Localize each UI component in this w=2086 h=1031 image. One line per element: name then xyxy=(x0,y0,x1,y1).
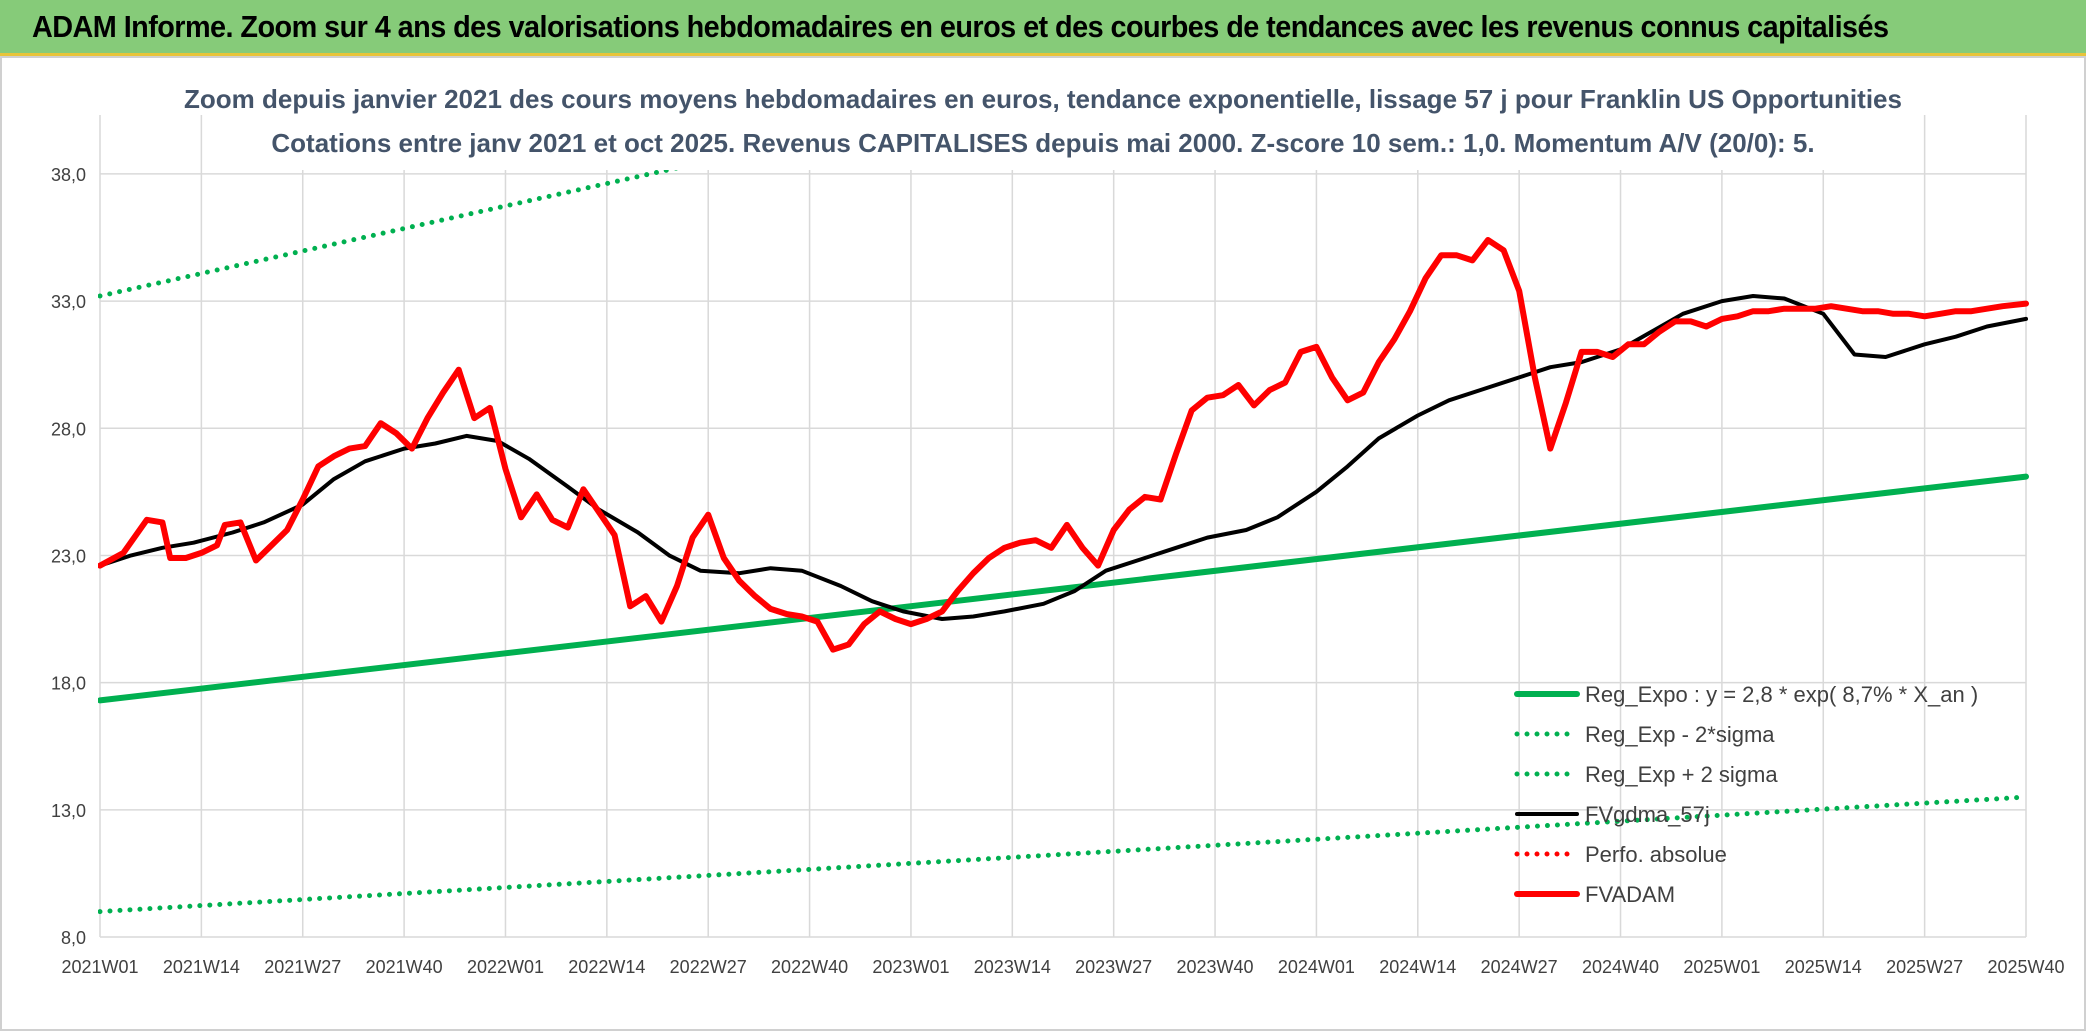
x-tick-label: 2022W27 xyxy=(670,957,747,977)
y-tick-label: 8,0 xyxy=(61,928,86,948)
x-tick-label: 2025W01 xyxy=(1683,957,1760,977)
x-tick-label: 2021W27 xyxy=(264,957,341,977)
series-line-reg-exp-2 xyxy=(98,103,982,299)
x-tick-label: 2024W40 xyxy=(1582,957,1659,977)
report-banner: ADAM Informe. Zoom sur 4 ans des valoris… xyxy=(0,0,2086,56)
legend-label: FVgdma_57j xyxy=(1585,802,1710,827)
banner-title: ADAM Informe. Zoom sur 4 ans des valoris… xyxy=(32,9,1889,44)
x-tick-label: 2022W01 xyxy=(467,957,544,977)
legend-label: Reg_Expo : y = 2,8 * exp( 8,7% * X_an ) xyxy=(1585,682,1978,707)
x-tick-label: 2023W14 xyxy=(974,957,1051,977)
y-axis-ticks: 8,0 13,0 18,0 23,0 28,0 33,0 38,0 xyxy=(51,165,86,948)
legend-label: FVADAM xyxy=(1585,882,1675,907)
x-tick-label: 2024W27 xyxy=(1481,957,1558,977)
x-axis-ticks: 2021W01 2021W14 2021W27 2021W40 2022W01 2022W… xyxy=(61,957,2064,977)
x-tick-label: 2023W27 xyxy=(1075,957,1152,977)
legend-label: Reg_Exp - 2*sigma xyxy=(1585,722,1775,747)
x-tick-label: 2021W01 xyxy=(61,957,138,977)
x-tick-label: 2022W40 xyxy=(771,957,848,977)
y-tick-label: 38,0 xyxy=(51,165,86,185)
x-tick-label: 2024W01 xyxy=(1278,957,1355,977)
chart-frame xyxy=(0,56,2086,1031)
chart-subtitle: Cotations entre janv 2021 et oct 2025. R… xyxy=(271,128,1814,158)
x-tick-label: 2023W40 xyxy=(1177,957,1254,977)
legend-label: Reg_Exp + 2 sigma xyxy=(1585,762,1778,787)
x-tick-label: 2025W27 xyxy=(1886,957,1963,977)
y-tick-label: 33,0 xyxy=(51,292,86,312)
chart-title: Zoom depuis janvier 2021 des cours moyen… xyxy=(184,84,1902,114)
gridlines xyxy=(99,115,2027,938)
series-line-reg-exp-2 xyxy=(98,794,2029,915)
series-line-fvadam xyxy=(98,237,2029,653)
x-tick-label: 2023W01 xyxy=(872,957,949,977)
title-backdrop xyxy=(230,78,1850,170)
legend-label: Perfo. absolue xyxy=(1585,842,1727,867)
series-line-fvgdma-57j xyxy=(98,294,2028,621)
legend: Reg_Expo : y = 2,8 * exp( 8,7% * X_an ) R… xyxy=(1514,682,1978,907)
x-tick-label: 2024W14 xyxy=(1379,957,1456,977)
x-tick-label: 2025W40 xyxy=(1987,957,2064,977)
x-tick-label: 2025W14 xyxy=(1785,957,1862,977)
series-line-reg-expo-y xyxy=(98,473,2029,704)
x-tick-label: 2021W40 xyxy=(366,957,443,977)
y-tick-label: 13,0 xyxy=(51,801,86,821)
series-lines xyxy=(98,103,2029,915)
y-tick-label: 18,0 xyxy=(51,674,86,694)
x-tick-label: 2021W14 xyxy=(163,957,240,977)
y-tick-label: 28,0 xyxy=(51,419,86,439)
y-tick-label: 23,0 xyxy=(51,546,86,566)
x-tick-label: 2022W14 xyxy=(568,957,645,977)
